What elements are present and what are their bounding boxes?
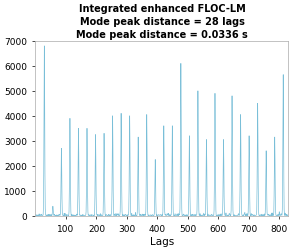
X-axis label: Lags: Lags: [150, 236, 174, 246]
Title: Integrated enhanced FLOC-LM
Mode peak distance = 28 lags
Mode peak distance = 0.: Integrated enhanced FLOC-LM Mode peak di…: [76, 4, 248, 40]
